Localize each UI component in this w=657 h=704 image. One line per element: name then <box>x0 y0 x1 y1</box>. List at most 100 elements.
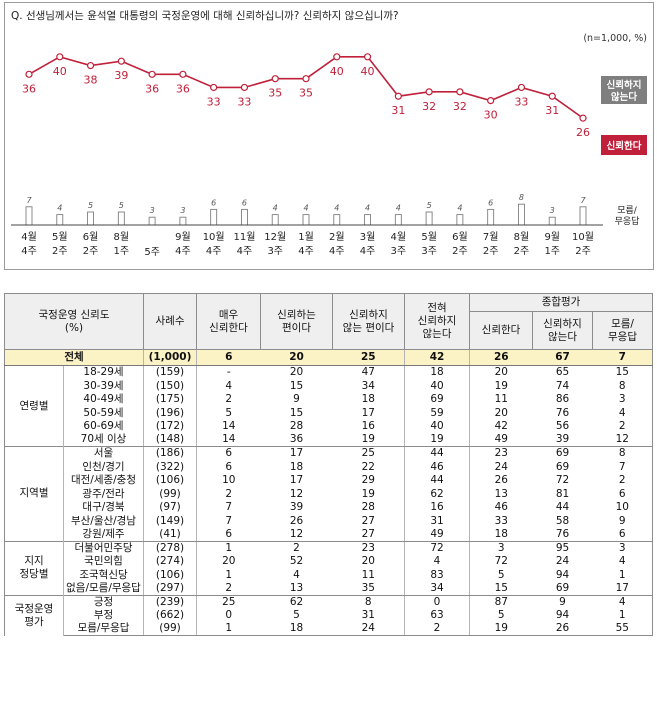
value-cell: 2 <box>592 419 654 433</box>
value-cell: 1 <box>592 608 654 622</box>
value-cell: 26 <box>289 514 304 527</box>
value-cell: 5 <box>497 609 505 621</box>
trust-data-label: 39 <box>114 69 128 82</box>
x-tick-label: 4월 <box>391 231 407 243</box>
value-cell: 69 <box>555 460 570 473</box>
x-tick-label: 8월 <box>514 231 530 243</box>
legend-distrust-box <box>601 76 647 104</box>
trust-data-label: 40 <box>361 65 375 78</box>
x-tick-label: 2주 <box>514 246 530 257</box>
x-tick-label: 5주 <box>144 247 160 258</box>
value-cell: 9 <box>293 393 300 405</box>
total-value-cell: 7 <box>592 349 654 366</box>
value-cell: 72 <box>494 555 508 567</box>
row-sample-size: (41) <box>143 527 197 542</box>
value-cell: 76 <box>532 527 593 542</box>
value-cell: 7 <box>225 501 233 513</box>
value-cell: 4 <box>592 594 654 609</box>
row-sample-size: (278) <box>143 540 197 555</box>
value-cell: 5 <box>293 609 300 621</box>
value-cell: 17 <box>260 446 333 460</box>
header-line: 신뢰하지 <box>543 317 582 330</box>
value-cell: 15 <box>289 406 304 419</box>
row-sample-size: (297) <box>143 581 197 596</box>
total-sample-size: (1,000) <box>143 349 197 366</box>
value-cell: 12 <box>592 433 654 447</box>
value-cell: 8 <box>592 446 654 460</box>
value-cell: 15 <box>469 581 533 596</box>
total-value-cell: 6 <box>196 349 261 366</box>
group-label: 국정운영 평가 <box>4 594 64 636</box>
value-cell: 27 <box>332 527 405 542</box>
value-cell: 15 <box>289 379 304 392</box>
x-tick-label: 4월 <box>21 231 37 243</box>
value-cell: 6 <box>225 460 233 473</box>
no-answer-bar <box>487 208 495 226</box>
trust-data-label: 33 <box>237 95 251 108</box>
no-answer-data-label: 5 <box>119 201 124 210</box>
row-sample-size: (149) <box>143 514 197 528</box>
table-row: 40-49세 (175) 2 9 18 69 11 86 3 <box>5 392 654 406</box>
x-tick-label: 4주 <box>21 246 37 257</box>
no-answer-bar <box>579 206 587 226</box>
value-cell: 2 <box>225 393 233 405</box>
table-row: 30-39세 (150) 4 15 34 40 19 74 8 <box>5 379 654 393</box>
value-cell: 69 <box>532 446 593 460</box>
value-cell: 20 <box>469 365 533 379</box>
header-line: 않는 편이다 <box>342 321 395 334</box>
trust-point-marker <box>302 75 310 83</box>
value-cell: 4 <box>592 554 654 568</box>
x-tick-label: 3주 <box>421 246 437 257</box>
trust-point-marker <box>179 70 187 78</box>
row-sample-size: (159) <box>143 365 197 379</box>
x-tick-label: 5월 <box>52 231 68 243</box>
trust-data-label: 26 <box>576 126 590 139</box>
trust-point-marker <box>425 88 433 96</box>
trust-data-label: 32 <box>422 100 436 113</box>
trust-point-marker <box>394 92 402 100</box>
row-sample-size: (186) <box>143 446 197 460</box>
value-cell: 25 <box>332 446 405 460</box>
no-answer-bar <box>394 214 402 226</box>
value-cell: 36 <box>260 433 333 447</box>
trust-point-marker <box>117 57 125 65</box>
no-answer-data-label: 6 <box>211 198 216 207</box>
x-tick-label: 3주 <box>267 246 283 257</box>
group-label-line: 지역별 <box>19 487 49 500</box>
no-answer-bar <box>179 216 187 226</box>
value-cell: 76 <box>555 406 570 419</box>
value-cell: 20 <box>332 554 405 568</box>
header-summary-trust: 신뢰한다 <box>469 311 533 350</box>
no-answer-bar <box>364 214 372 226</box>
no-answer-data-label: 6 <box>242 198 247 207</box>
value-cell: 11 <box>494 393 508 405</box>
value-cell: 17 <box>592 581 654 596</box>
no-answer-data-label: 4 <box>57 204 62 213</box>
total-value-cell: 26 <box>469 349 533 366</box>
value-cell: 28 <box>289 420 304 432</box>
x-tick-label: 1주 <box>114 246 130 257</box>
table-row: 모름/무응답 (99) 1 18 24 2 19 26 55 <box>5 622 654 636</box>
x-tick-label: 4주 <box>206 246 222 257</box>
value-cell: 62 <box>260 594 333 609</box>
no-answer-bar <box>302 214 310 226</box>
x-tick-label: 2주 <box>575 246 591 257</box>
value-cell: 42 <box>494 420 508 432</box>
value-cell: 18 <box>469 527 533 542</box>
row-sample-size: (148) <box>143 433 197 447</box>
value-cell: 15 <box>592 365 654 379</box>
x-tick-label: 6월 <box>83 231 99 243</box>
value-cell: 5 <box>225 406 233 419</box>
x-tick-label: 1월 <box>298 231 314 243</box>
row-label: 광주/전라 <box>63 487 144 501</box>
value-cell: 12 <box>289 487 304 500</box>
x-tick-label: 12월 <box>264 231 286 243</box>
row-label: 인천/경기 <box>63 460 144 474</box>
row-label: 모름/무응답 <box>63 622 144 636</box>
row-label: 더불어민주당 <box>63 540 144 555</box>
header-not-at-all-trust: 전혀 신뢰하지 않는다 <box>404 293 470 350</box>
value-cell: 4 <box>293 568 300 581</box>
x-tick-label: 3월 <box>360 231 376 243</box>
value-cell: 1 <box>592 568 654 582</box>
table-row: 대전/세종/충청 (106) 10 17 29 44 26 72 2 <box>5 473 654 487</box>
